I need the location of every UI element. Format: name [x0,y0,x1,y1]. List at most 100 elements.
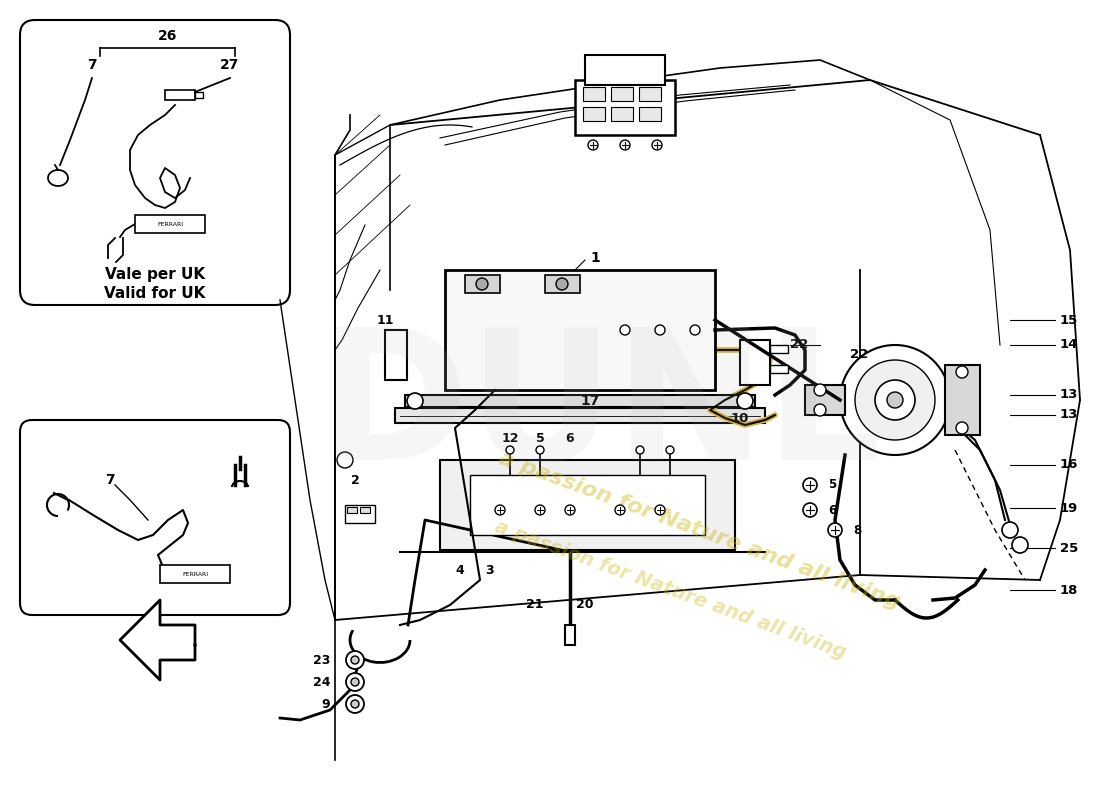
Circle shape [337,452,353,468]
Polygon shape [120,600,195,680]
Text: 4: 4 [455,563,464,577]
Circle shape [874,380,915,420]
Circle shape [814,384,826,396]
Bar [465,275,501,293]
Text: 14: 14 [1060,338,1078,351]
Circle shape [956,422,968,434]
Text: 1: 1 [590,251,600,265]
Circle shape [828,523,842,537]
Text: 20: 20 [576,598,594,611]
Text: 13: 13 [1060,409,1078,422]
Bar [135,215,205,233]
Circle shape [840,345,950,455]
Bar [446,270,715,390]
Text: 2: 2 [351,474,360,486]
Circle shape [814,404,826,416]
Circle shape [636,446,644,454]
Circle shape [615,505,625,515]
Text: 26: 26 [158,29,178,43]
Bar [405,395,755,407]
Bar [583,107,605,121]
Bar [440,460,735,550]
Bar [805,385,845,415]
Text: 9: 9 [321,698,330,710]
Text: 6: 6 [565,431,574,445]
Circle shape [588,140,598,150]
Circle shape [956,366,968,378]
Text: 17: 17 [581,394,600,408]
Bar [470,475,705,535]
Circle shape [476,278,488,290]
Text: 13: 13 [1060,389,1078,402]
Circle shape [1012,537,1028,553]
Bar [565,625,575,645]
Bar [770,345,788,353]
Text: 21: 21 [526,598,543,611]
Text: 22: 22 [790,338,808,351]
Text: 6: 6 [828,503,836,517]
Bar [544,275,580,293]
Bar [165,90,195,100]
Circle shape [346,651,364,669]
Circle shape [346,673,364,691]
Circle shape [351,700,359,708]
FancyBboxPatch shape [20,20,290,305]
Text: a passion for Nature and all living: a passion for Nature and all living [496,448,903,612]
Text: 7: 7 [106,473,114,487]
Circle shape [855,360,935,440]
Circle shape [737,393,754,409]
Circle shape [346,695,364,713]
Text: 22: 22 [850,349,868,362]
Text: a passion for Nature and all living: a passion for Nature and all living [492,518,848,662]
Circle shape [654,325,666,335]
Text: 7: 7 [87,58,97,72]
Text: 10: 10 [730,411,749,425]
Bar [395,408,764,423]
Text: 11: 11 [376,314,394,326]
Bar [585,55,666,85]
Circle shape [652,140,662,150]
Bar [583,87,605,101]
Text: 19: 19 [1060,502,1078,514]
Text: 8: 8 [852,523,861,537]
Bar [160,565,230,583]
Circle shape [506,446,514,454]
Bar [740,340,770,385]
Text: 27: 27 [220,58,240,72]
Circle shape [351,678,359,686]
Text: DUNL: DUNL [319,322,881,498]
Bar [770,365,788,373]
Bar [610,107,632,121]
Circle shape [407,393,424,409]
Text: 16: 16 [1060,458,1078,471]
Bar [610,87,632,101]
Circle shape [887,392,903,408]
Text: 5: 5 [828,478,836,491]
Circle shape [536,446,544,454]
Bar [345,505,375,523]
Text: 12: 12 [502,431,519,445]
Circle shape [351,656,359,664]
Circle shape [565,505,575,515]
Text: 5: 5 [536,431,544,445]
Circle shape [654,505,666,515]
Bar [639,87,661,101]
Circle shape [1002,522,1018,538]
Bar [385,330,407,380]
Text: FERRARI: FERRARI [157,222,183,226]
Bar [639,107,661,121]
Circle shape [495,505,505,515]
Text: 25: 25 [1060,542,1078,554]
Circle shape [535,505,544,515]
Text: Valid for UK: Valid for UK [104,286,206,301]
Text: 18: 18 [1060,583,1078,597]
Bar [575,80,675,135]
Text: 24: 24 [312,675,330,689]
Bar [195,92,204,98]
Text: 3: 3 [486,563,494,577]
Text: Vale per UK: Vale per UK [104,267,205,282]
Text: FERRARI: FERRARI [182,571,208,577]
Text: 23: 23 [312,654,330,666]
Circle shape [556,278,568,290]
Circle shape [620,140,630,150]
